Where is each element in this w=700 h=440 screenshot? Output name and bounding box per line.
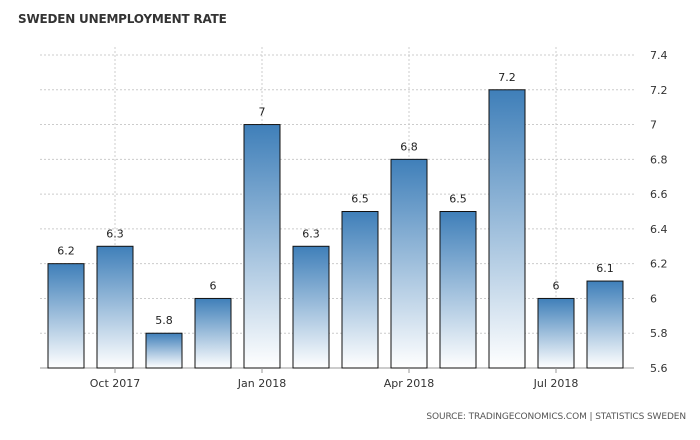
bar-value-label: 7.2 xyxy=(498,71,516,84)
y-tick-label: 7.4 xyxy=(650,49,668,62)
bar xyxy=(243,124,281,369)
bar-value-label: 6.3 xyxy=(106,227,124,240)
x-tick-label: Apr 2018 xyxy=(384,377,435,390)
bar-value-label: 6 xyxy=(210,279,217,292)
x-tick-label: Jul 2018 xyxy=(533,377,579,390)
x-axis-ticks: Oct 2017 Jan 2018 Apr 2018 Jul 2018 xyxy=(90,368,579,390)
y-tick-label: 5.6 xyxy=(650,362,668,375)
y-tick-label: 7 xyxy=(650,119,657,132)
bar-value-label: 6 xyxy=(553,279,560,292)
bar-value-label: 6.1 xyxy=(596,262,614,275)
y-tick-label: 6.4 xyxy=(650,223,668,236)
y-axis-ticks: 5.6 5.8 6 6.2 6.4 6.6 6.8 7 7.2 7.4 xyxy=(650,49,668,375)
bar-value-label: 6.2 xyxy=(57,245,75,258)
bar xyxy=(488,89,526,369)
bar xyxy=(145,332,183,369)
bar xyxy=(47,263,85,369)
bar xyxy=(292,245,330,369)
bar-value-label: 6.3 xyxy=(302,227,320,240)
gridlines xyxy=(40,47,634,369)
y-tick-label: 5.8 xyxy=(650,327,668,340)
bar xyxy=(96,245,134,369)
bar xyxy=(537,297,575,369)
bar xyxy=(390,158,428,369)
bar-value-label: 5.8 xyxy=(155,314,173,327)
chart-title: SWEDEN UNEMPLOYMENT RATE xyxy=(18,12,227,26)
bar-value-label: 6.5 xyxy=(449,193,467,206)
x-tick-label: Oct 2017 xyxy=(90,377,141,390)
y-tick-label: 6.8 xyxy=(650,153,668,166)
bar xyxy=(341,211,379,369)
x-tick-label: Jan 2018 xyxy=(237,377,286,390)
y-tick-label: 6 xyxy=(650,292,657,305)
source-note: SOURCE: TRADINGECONOMICS.COM | STATISTIC… xyxy=(426,412,686,422)
bar-value-label: 6.5 xyxy=(351,193,369,206)
bar-value-labels: 6.2 6.3 5.8 6 7 6.3 6.5 6.8 6.5 7.2 6 6.1 xyxy=(57,71,614,327)
bar-value-label: 7 xyxy=(259,106,266,119)
y-tick-label: 6.2 xyxy=(650,258,668,271)
bar xyxy=(194,297,232,369)
y-tick-label: 6.6 xyxy=(650,188,668,201)
bars xyxy=(47,89,624,369)
bar-value-label: 6.8 xyxy=(400,140,418,153)
bar xyxy=(439,211,477,369)
bar xyxy=(586,280,624,369)
y-tick-label: 7.2 xyxy=(650,84,668,97)
